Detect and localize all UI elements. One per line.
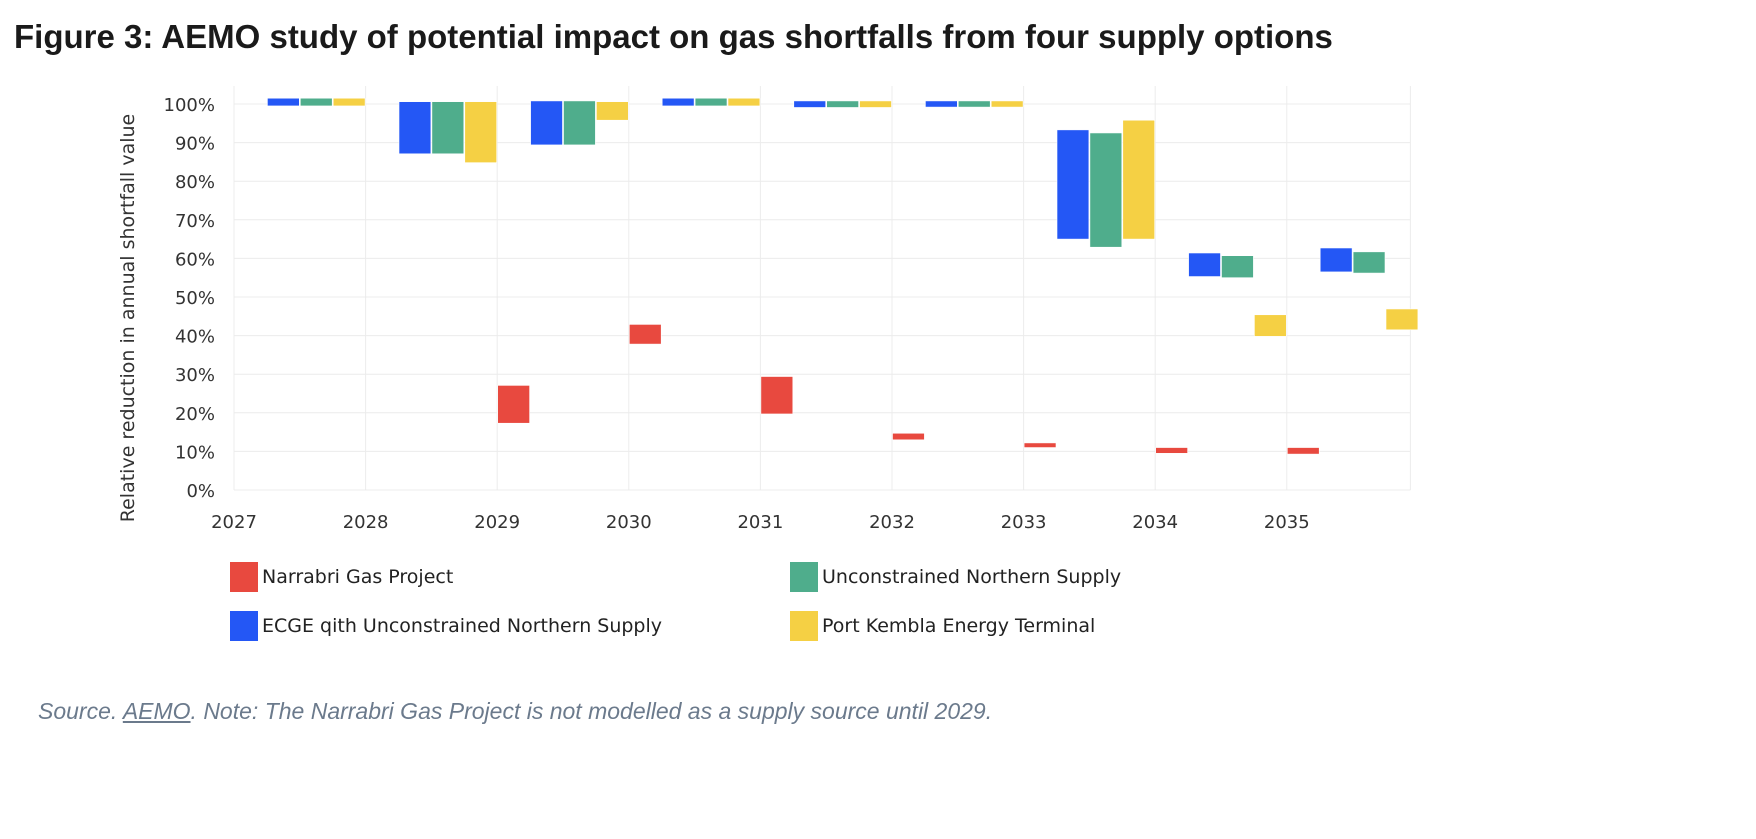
x-tick-label: 2028 — [343, 512, 389, 533]
source-note-text: . Note: The Narrabri Gas Project is not … — [190, 698, 993, 724]
figure-title: Figure 3: AEMO study of potential impact… — [14, 18, 1333, 55]
bar-unconstrained-northern-supply-2034 — [1221, 255, 1254, 278]
bar-ecge-qith-unconstrained-northern-supply-2028 — [398, 101, 432, 155]
bar-unconstrained-northern-supply-2033 — [1089, 132, 1123, 248]
x-tick-label: 2034 — [1132, 512, 1178, 533]
y-tick-label: 80% — [175, 172, 215, 193]
y-tick-label: 30% — [175, 365, 215, 386]
bar-port-kembla-energy-terminal-2034 — [1254, 314, 1287, 337]
bar-unconstrained-northern-supply-2028 — [431, 101, 465, 155]
legend-item-narrabri: Narrabri Gas Project — [230, 562, 453, 592]
y-tick-label: 70% — [175, 211, 215, 232]
y-tick-label: 0% — [186, 481, 215, 502]
bar-narrabri-gas-project-2032 — [892, 432, 925, 441]
y-tick-label: 20% — [175, 404, 215, 425]
bar-port-kembla-energy-terminal-2030 — [727, 97, 761, 107]
legend-item-unconstrained: Unconstrained Northern Supply — [790, 562, 1121, 592]
floating-bar-chart: 0% 10% 20% 30% 40% 50% 60% 70% 80% 90% 100% 2027 20… — [117, 86, 1419, 533]
bar-ecge-qith-unconstrained-northern-supply-2033 — [1056, 129, 1090, 240]
x-tick-label: 2030 — [606, 512, 652, 533]
bar-port-kembla-energy-terminal-2029 — [596, 101, 629, 121]
bar-narrabri-gas-project-2029 — [497, 385, 530, 424]
y-tick-label: 90% — [175, 134, 215, 155]
y-axis-label: Relative reduction in annual shortfall v… — [117, 114, 139, 522]
bar-port-kembla-energy-terminal-2032 — [990, 100, 1024, 108]
x-tick-label: 2032 — [869, 512, 915, 533]
bar-ecge-qith-unconstrained-northern-supply-2030 — [661, 97, 695, 107]
y-tick-label: 60% — [175, 249, 215, 270]
bar-port-kembla-energy-terminal-2031 — [859, 100, 892, 108]
legend-label: Unconstrained Northern Supply — [822, 566, 1122, 588]
legend-swatch — [790, 611, 818, 641]
y-tick-label: 10% — [175, 442, 215, 463]
y-tick-label: 100% — [164, 95, 215, 116]
x-tick-label: 2031 — [737, 512, 783, 533]
y-tick-label: 40% — [175, 327, 215, 348]
bar-port-kembla-energy-terminal-2027 — [332, 97, 366, 107]
source-note: Source. AEMO. Note: The Narrabri Gas Pro… — [38, 698, 992, 725]
legend-swatch — [230, 562, 258, 592]
x-tick-label: 2029 — [474, 512, 520, 533]
legend-label: ECGE qith Unconstrained Northern Supply — [262, 615, 663, 637]
bar-narrabri-gas-project-2031 — [760, 376, 794, 415]
bar-ecge-qith-unconstrained-northern-supply-2031 — [793, 100, 826, 108]
bar-narrabri-gas-project-2034 — [1155, 447, 1188, 454]
bar-unconstrained-northern-supply-2030 — [694, 97, 728, 107]
bar-unconstrained-northern-supply-2031 — [826, 100, 859, 108]
bar-ecge-qith-unconstrained-northern-supply-2035 — [1319, 247, 1353, 273]
bar-unconstrained-northern-supply-2029 — [563, 100, 596, 146]
bar-port-kembla-energy-terminal-2035 — [1385, 308, 1419, 331]
bar-unconstrained-northern-supply-2035 — [1352, 251, 1386, 274]
bar-port-kembla-energy-terminal-2033 — [1122, 119, 1156, 240]
x-tick-label: 2033 — [1001, 512, 1047, 533]
legend-item-port-kembla: Port Kembla Energy Terminal — [790, 611, 1095, 641]
legend-label: Narrabri Gas Project — [262, 566, 454, 588]
bar-narrabri-gas-project-2030 — [628, 324, 662, 345]
legend-label: Port Kembla Energy Terminal — [822, 615, 1096, 637]
bar-port-kembla-energy-terminal-2028 — [464, 101, 497, 163]
legend-swatch — [230, 611, 258, 641]
bar-unconstrained-northern-supply-2027 — [299, 97, 333, 107]
y-tick-label: 50% — [175, 288, 215, 309]
bar-narrabri-gas-project-2033 — [1023, 442, 1057, 448]
x-tick-label: 2027 — [211, 512, 257, 533]
source-link-aemo[interactable]: AEMO — [122, 698, 191, 724]
legend-swatch — [790, 562, 818, 592]
bar-ecge-qith-unconstrained-northern-supply-2027 — [267, 97, 300, 107]
bar-ecge-qith-unconstrained-northern-supply-2032 — [925, 100, 958, 108]
bar-ecge-qith-unconstrained-northern-supply-2029 — [530, 100, 563, 146]
source-prefix: Source. — [38, 698, 123, 724]
x-tick-label: 2035 — [1264, 512, 1310, 533]
bar-ecge-qith-unconstrained-northern-supply-2034 — [1188, 252, 1221, 277]
bar-narrabri-gas-project-2035 — [1287, 447, 1320, 455]
bar-unconstrained-northern-supply-2032 — [957, 100, 991, 108]
legend-item-ecge: ECGE qith Unconstrained Northern Supply — [230, 611, 662, 641]
